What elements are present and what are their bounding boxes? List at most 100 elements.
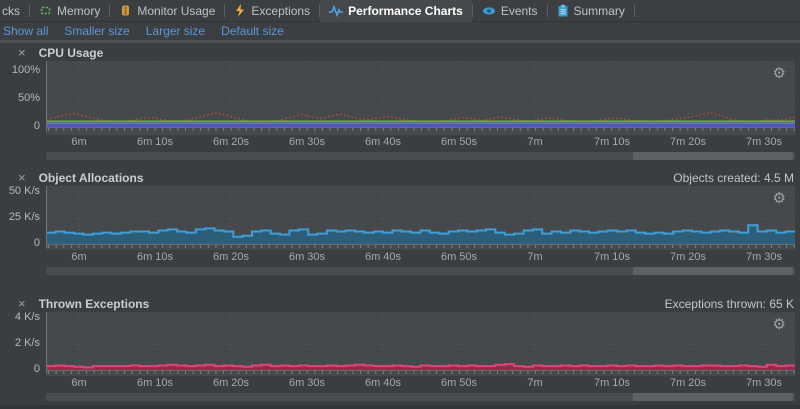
bottom-filler	[0, 405, 800, 409]
x-tick-label: 6m 40s	[364, 377, 402, 389]
y-axis-labels: 4 K/s 2 K/s 0	[0, 311, 46, 376]
gear-icon[interactable]: ⚙	[772, 65, 786, 82]
x-tick-label: 7m 30s	[745, 251, 783, 263]
x-tick-label: 7m	[527, 251, 543, 263]
chart-title: CPU Usage	[38, 45, 104, 60]
cpu-plot-area[interactable]: ⚙	[46, 61, 795, 135]
panel-divider	[0, 40, 800, 43]
chart-body: 50 K/s 25 K/s 0 ⚙	[0, 185, 800, 250]
x-tick-label: 6m 20s	[212, 377, 250, 389]
y-tick-label: 25 K/s	[8, 211, 40, 223]
close-icon[interactable]: ×	[18, 170, 26, 185]
close-icon[interactable]: ×	[18, 296, 26, 311]
x-tick-label: 6m 20s	[212, 251, 250, 263]
chart-title: Object Allocations	[38, 170, 144, 185]
clipboard-icon	[557, 4, 569, 17]
tab-bar: cks Memory Monitor Usage Exceptions	[0, 0, 800, 22]
chart-stat: Objects created: 4.5 M	[673, 170, 794, 185]
y-tick-label: 0	[33, 363, 40, 375]
y-tick-label: 100%	[11, 64, 40, 76]
x-tick-label: 6m	[71, 136, 87, 148]
close-icon[interactable]: ×	[18, 45, 26, 60]
x-tick-label: 6m 10s	[136, 377, 174, 389]
tab-memory[interactable]: Memory	[30, 0, 109, 22]
pulse-chart-icon	[329, 4, 344, 17]
tab-separator	[471, 4, 473, 17]
tab-events[interactable]: Events	[473, 0, 547, 22]
x-tick-label: 6m 50s	[440, 136, 478, 148]
larger-size-link[interactable]: Larger size	[145, 24, 206, 38]
chart-body: 100% 50% 0 ⚙	[0, 61, 800, 135]
tab-performance-charts[interactable]: Performance Charts	[320, 0, 472, 22]
x-tick-label: 7m 10s	[593, 136, 631, 148]
scrollbar-thumb[interactable]	[633, 393, 793, 401]
smaller-size-link[interactable]: Smaller size	[64, 24, 130, 38]
chart-stat: Exceptions thrown: 65 K	[664, 296, 794, 311]
memory-chip-icon	[39, 4, 52, 17]
x-tick-label: 6m 40s	[364, 251, 402, 263]
chart-size-toolbar: Show all Smaller size Larger size Defaul…	[0, 22, 800, 40]
x-tick-label: 7m 10s	[593, 251, 631, 263]
x-axis-labels: 6m 6m 10s 6m 20s 6m 30s 6m 40s 6m 50s 7m 7m 10s…	[0, 250, 800, 265]
tab-label: Performance Charts	[348, 3, 463, 18]
y-tick-label: 0	[33, 237, 40, 249]
x-tick-label: 6m 50s	[440, 251, 478, 263]
x-axis-labels: 6m 6m 10s 6m 20s 6m 30s 6m 40s 6m 50s 7m 7m 10s…	[0, 135, 800, 150]
eye-icon	[482, 5, 496, 17]
x-tick-label: 7m 10s	[593, 377, 631, 389]
x-tick-label: 6m 30s	[288, 377, 326, 389]
show-all-link[interactable]: Show all	[3, 24, 49, 38]
x-tick-label: 6m	[71, 377, 87, 389]
x-tick-label: 6m 10s	[136, 136, 174, 148]
y-axis-labels: 50 K/s 25 K/s 0	[0, 185, 46, 250]
tab-label: Events	[500, 3, 538, 18]
horizontal-scrollbar[interactable]	[46, 267, 795, 275]
x-tick-label: 7m 20s	[669, 377, 707, 389]
exceptions-plot-area[interactable]: ⚙	[46, 312, 795, 376]
tab-label: Exceptions	[251, 3, 311, 18]
y-tick-label: 4 K/s	[14, 311, 40, 323]
gear-icon[interactable]: ⚙	[772, 316, 786, 333]
scrollbar-thumb[interactable]	[633, 152, 793, 160]
y-tick-label: 0	[33, 120, 40, 132]
tab-separator	[224, 4, 226, 17]
x-tick-label: 7m 20s	[669, 136, 707, 148]
tab-separator	[109, 4, 111, 17]
chart-section-cpu-usage: × CPU Usage 100% 50% 0 ⚙ 6m 6m 10s 6m 20s 6m …	[0, 45, 800, 160]
tab-monitor-usage[interactable]: Monitor Usage	[110, 0, 224, 22]
horizontal-scrollbar[interactable]	[46, 393, 795, 401]
x-tick-label: 6m 30s	[288, 136, 326, 148]
x-tick-label: 6m 10s	[136, 251, 174, 263]
x-tick-label: 7m 20s	[669, 251, 707, 263]
tab-label: cks	[2, 3, 20, 18]
traffic-light-icon	[119, 4, 132, 17]
tab-label: Monitor Usage	[137, 3, 216, 18]
x-tick-label: 7m	[527, 377, 543, 389]
chart-body: 4 K/s 2 K/s 0 ⚙	[0, 311, 800, 376]
chart-section-object-allocations: × Object Allocations Objects created: 4.…	[0, 170, 800, 275]
tab-callstacks-truncated[interactable]: cks	[0, 0, 29, 22]
tab-exceptions[interactable]: Exceptions	[225, 0, 319, 22]
scrollbar-thumb[interactable]	[633, 267, 793, 275]
horizontal-scrollbar[interactable]	[46, 152, 795, 160]
chart-section-thrown-exceptions: × Thrown Exceptions Exceptions thrown: 6…	[0, 296, 800, 401]
tab-separator	[29, 4, 30, 17]
y-tick-label: 2 K/s	[14, 337, 40, 349]
x-tick-label: 7m 30s	[745, 377, 783, 389]
tab-label: Memory	[57, 3, 101, 18]
allocations-plot-area[interactable]: ⚙	[46, 186, 795, 250]
x-tick-label: 6m 30s	[288, 251, 326, 263]
gear-icon[interactable]: ⚙	[772, 190, 786, 207]
tab-separator	[633, 4, 635, 17]
tab-summary[interactable]: Summary	[548, 0, 634, 22]
tab-separator	[319, 4, 321, 17]
default-size-link[interactable]: Default size	[221, 24, 284, 38]
chart-header: × Thrown Exceptions Exceptions thrown: 6…	[0, 296, 800, 311]
x-tick-label: 7m 30s	[745, 136, 783, 148]
y-tick-label: 50 K/s	[8, 185, 40, 197]
x-axis-labels: 6m 6m 10s 6m 20s 6m 30s 6m 40s 6m 50s 7m 7m 10s…	[0, 376, 800, 391]
x-tick-label: 7m	[527, 136, 543, 148]
x-tick-label: 6m 40s	[364, 136, 402, 148]
x-tick-label: 6m 20s	[212, 136, 250, 148]
